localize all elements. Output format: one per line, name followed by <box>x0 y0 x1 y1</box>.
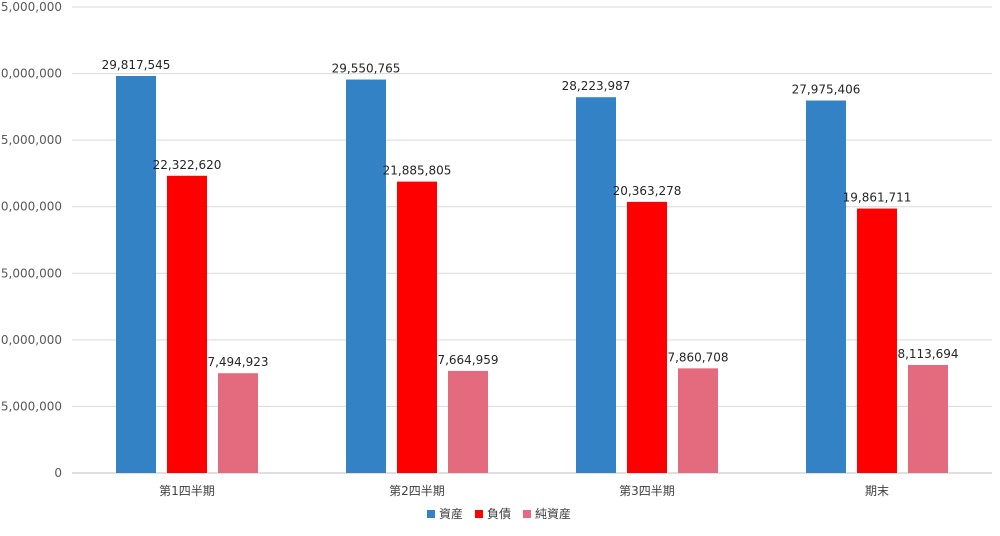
x-category-label: 第2四半期 <box>389 484 445 498</box>
data-label: 20,363,278 <box>613 184 682 198</box>
legend-label: 純資産 <box>535 506 571 521</box>
bar <box>346 79 386 473</box>
data-label: 22,322,620 <box>153 158 222 172</box>
data-label: 28,223,987 <box>562 79 631 93</box>
bar <box>908 364 948 473</box>
bar <box>448 370 488 473</box>
data-label: 21,885,805 <box>383 164 452 178</box>
data-label: 7,860,708 <box>667 350 728 364</box>
bar <box>678 368 718 473</box>
y-tick-label: 10,000,000 <box>0 333 62 347</box>
data-label: 29,817,545 <box>102 58 171 72</box>
data-label: 29,550,765 <box>332 62 401 76</box>
y-tick-label: 25,000,000 <box>0 133 62 147</box>
data-label: 7,664,959 <box>437 353 498 367</box>
legend-label: 負債 <box>487 506 511 521</box>
bar <box>116 76 156 474</box>
bar <box>397 181 437 473</box>
data-label: 8,113,694 <box>897 347 958 361</box>
data-label: 7,494,923 <box>207 355 268 369</box>
bar <box>576 97 616 473</box>
legend-swatch <box>523 510 531 518</box>
x-category-label: 期末 <box>865 484 889 498</box>
x-category-label: 第1四半期 <box>159 484 215 498</box>
bar <box>218 373 258 473</box>
y-tick-label: 0 <box>54 466 62 480</box>
bar <box>627 201 667 473</box>
legend-swatch <box>475 510 483 518</box>
bar <box>857 208 897 473</box>
y-tick-label: 15,000,000 <box>0 266 62 280</box>
legend-swatch <box>427 510 435 518</box>
x-category-label: 第3四半期 <box>619 484 675 498</box>
y-tick-label: 30,000,000 <box>0 67 62 81</box>
data-label: 27,975,406 <box>792 83 861 97</box>
bar <box>806 100 846 473</box>
y-tick-label: 20,000,000 <box>0 200 62 214</box>
y-tick-label: 5,000,000 <box>1 399 62 413</box>
legend-label: 資産 <box>439 506 463 521</box>
y-tick-label: 35,000,000 <box>0 0 62 14</box>
bar <box>167 175 207 473</box>
data-label: 19,861,711 <box>843 191 912 205</box>
